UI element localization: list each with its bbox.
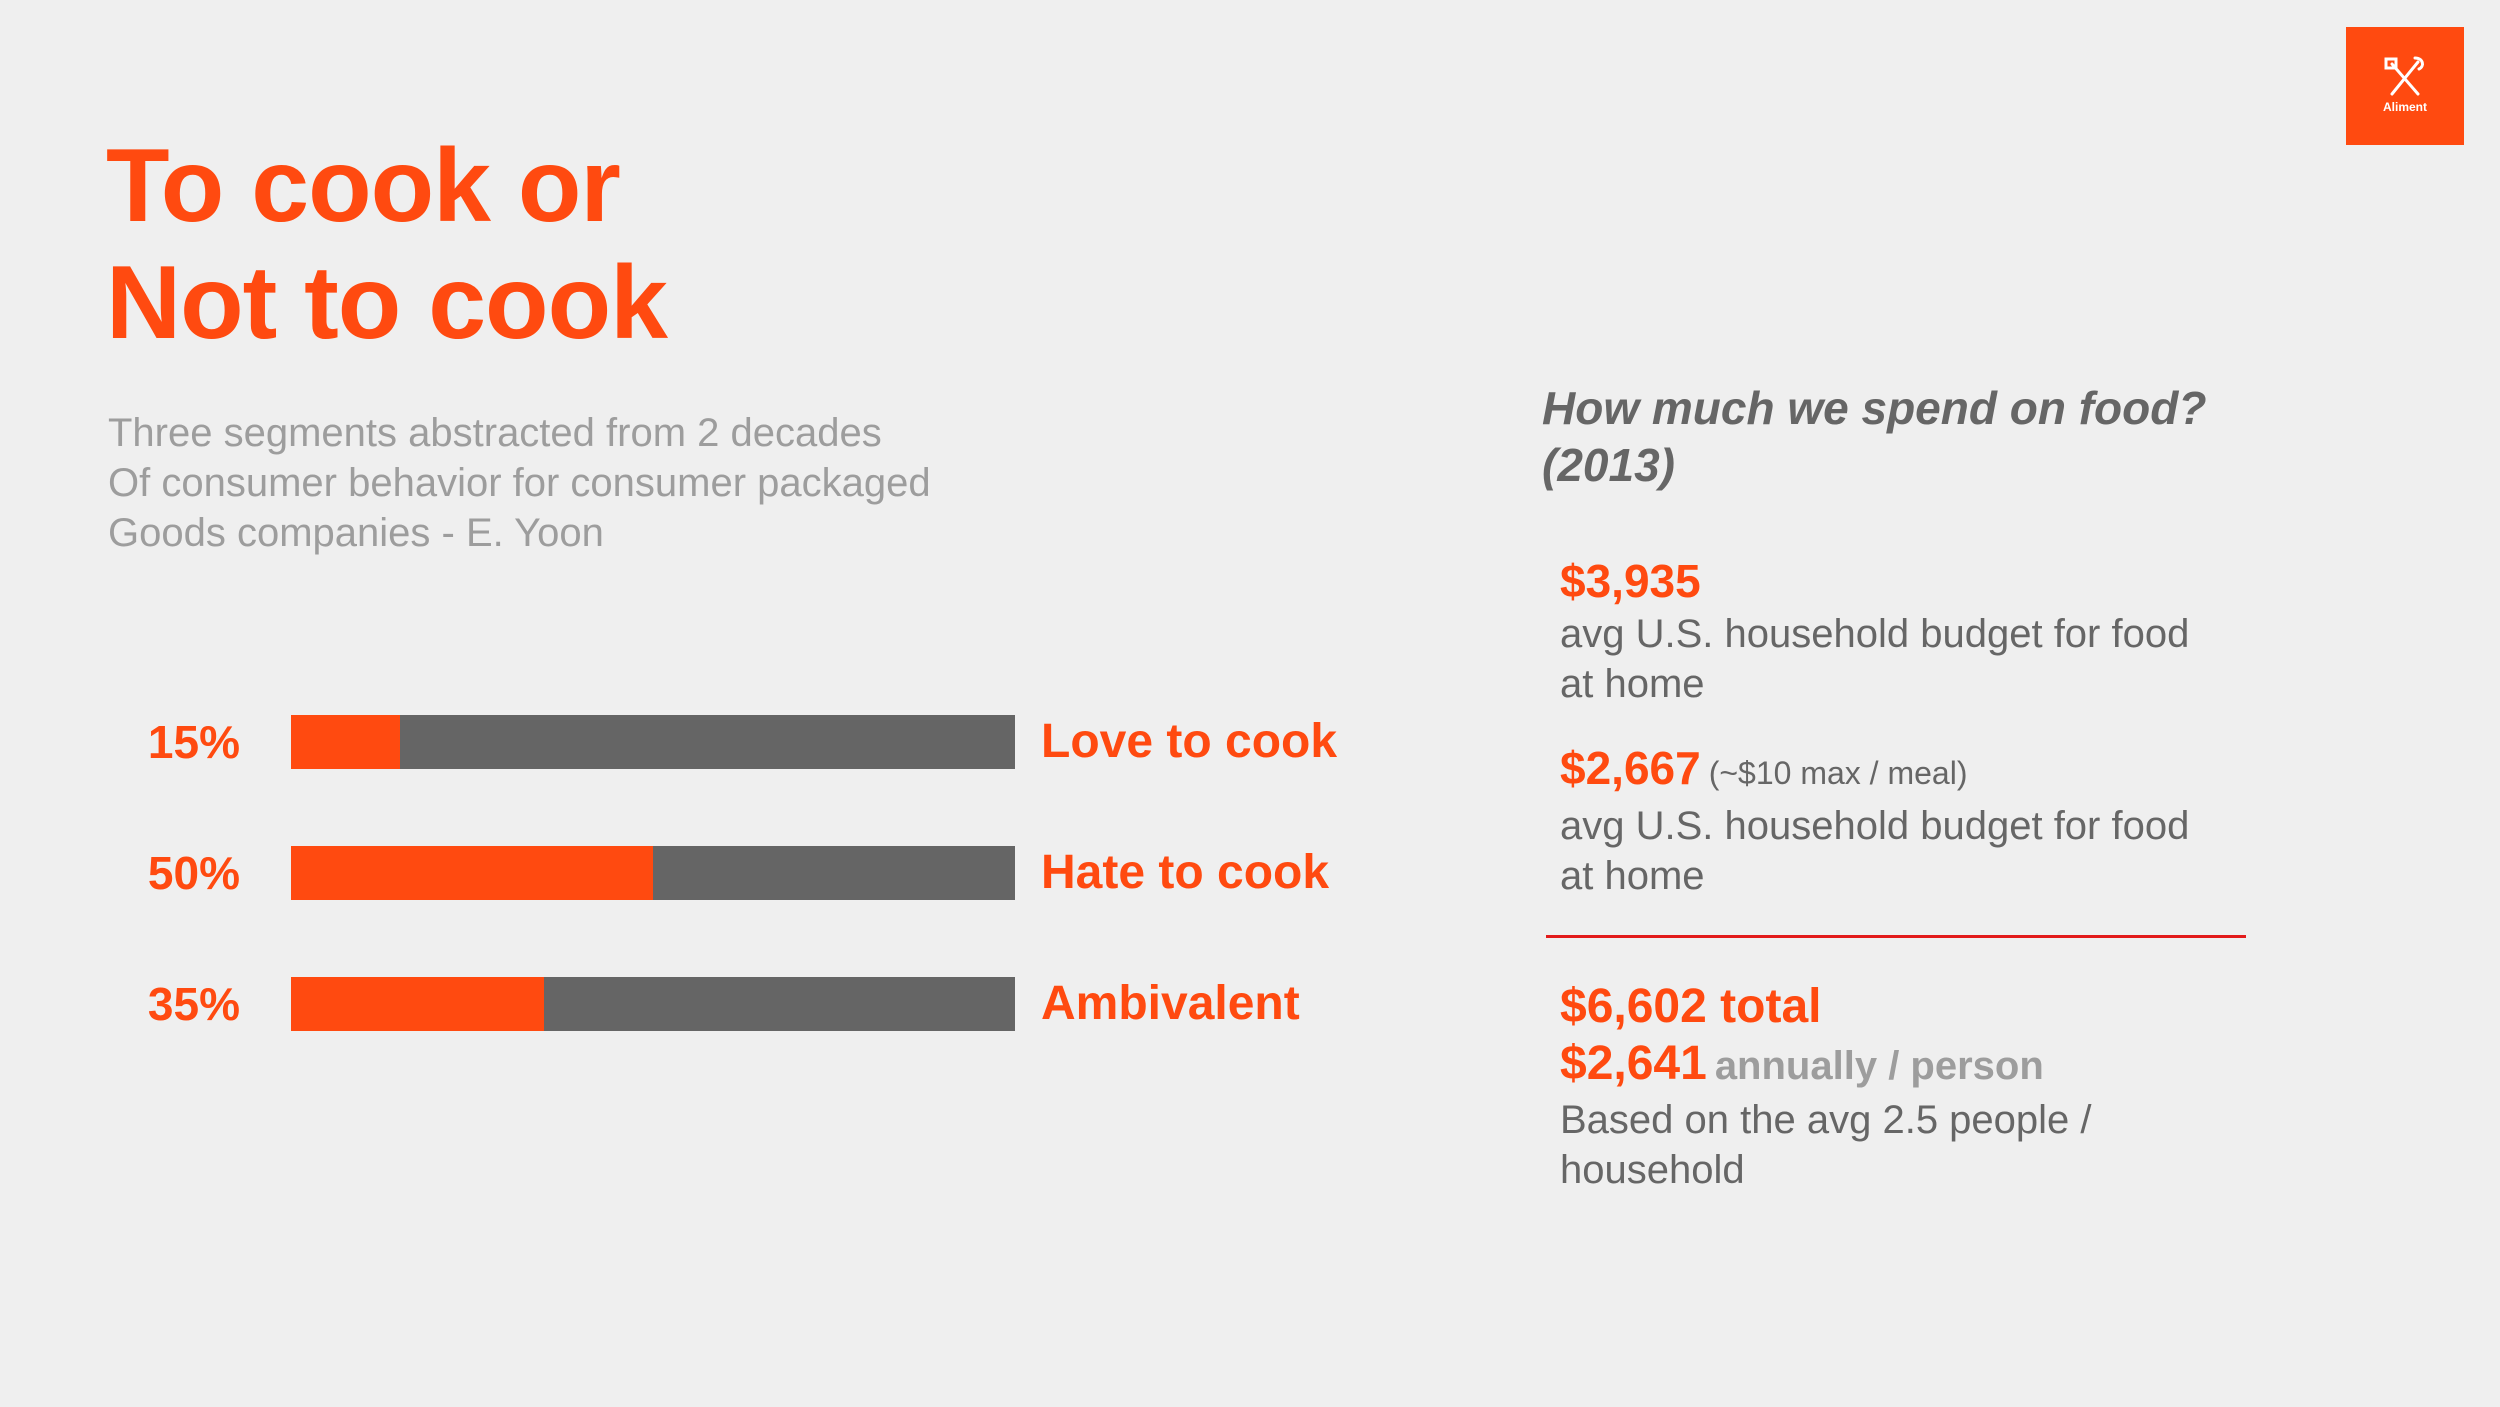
total-description-line-2: household bbox=[1560, 1148, 1745, 1192]
total-description-line-1: Based on the avg 2.5 people / bbox=[1560, 1098, 2092, 1142]
stat-note: (~$10 max / meal) bbox=[1708, 755, 1968, 791]
crossed-utensils-icon bbox=[2384, 56, 2424, 96]
bar-track bbox=[291, 846, 1015, 900]
stat-description: avg U.S. household budget for food at ho… bbox=[1560, 801, 2280, 901]
brand-logo: Aliment bbox=[2346, 27, 2464, 145]
chart-row-love: 15% Love to cook bbox=[120, 712, 1420, 769]
per-person-amount: $2,641 bbox=[1560, 1037, 1707, 1090]
stat-description-line-2: at home bbox=[1560, 854, 1705, 898]
subtitle-line-2: Of consumer behavior for consumer packag… bbox=[108, 461, 931, 505]
value-label: 35% bbox=[147, 978, 240, 1030]
slide-title-line-1: To cook or bbox=[106, 128, 621, 244]
stat-amount: $2,667 bbox=[1560, 742, 1701, 794]
spending-question-line-2: (2013) bbox=[1542, 439, 1675, 491]
bar bbox=[291, 846, 653, 900]
per-person-line: $2,641 annually / person bbox=[1560, 1035, 2300, 1095]
cooking-attitudes-chart: 15% Love to cook 50% Hate to cook 35% Am… bbox=[120, 712, 1420, 1042]
total-amount: $6,602 total bbox=[1560, 980, 1822, 1033]
food-spending-panel: How much we spend on food? (2013) $3,935… bbox=[1542, 380, 2282, 1192]
stat-description-line-1: avg U.S. household budget for food bbox=[1560, 612, 2190, 656]
bar-track bbox=[291, 977, 1015, 1031]
chart-row-hate: 50% Hate to cook bbox=[120, 843, 1420, 900]
category-label: Love to cook bbox=[1041, 715, 1338, 768]
chart-row-ambivalent: 35% Ambivalent bbox=[120, 974, 1420, 1031]
stat-value: $2,667 (~$10 max / meal) bbox=[1560, 742, 2280, 799]
stat-amount: $3,935 bbox=[1560, 555, 1701, 607]
subtitle-line-1: Three segments abstracted from 2 decades bbox=[108, 411, 882, 455]
slide-subtitle: Three segments abstracted from 2 decades… bbox=[108, 408, 1058, 558]
spending-question-line-1: How much we spend on food? bbox=[1542, 382, 2207, 434]
stat-food-away: $2,667 (~$10 max / meal) avg U.S. househo… bbox=[1560, 742, 2280, 901]
category-label: Hate to cook bbox=[1041, 846, 1330, 899]
slide-title-line-2: Not to cook bbox=[106, 245, 668, 361]
category-label: Ambivalent bbox=[1041, 977, 1300, 1030]
subtitle-line-3: Goods companies - E. Yoon bbox=[108, 511, 604, 555]
stat-description-line-1: avg U.S. household budget for food bbox=[1560, 804, 2190, 848]
spending-total: $6,602 total $2,641 annually / person Bas… bbox=[1560, 978, 2300, 1195]
stat-description-line-2: at home bbox=[1560, 662, 1705, 706]
stat-value: $3,935 bbox=[1560, 555, 2280, 607]
value-label: 50% bbox=[147, 847, 240, 899]
stat-description: avg U.S. household budget for food at ho… bbox=[1560, 609, 2280, 709]
value-label: 15% bbox=[147, 716, 240, 768]
divider bbox=[1546, 935, 2246, 938]
logo-text: Aliment bbox=[2382, 100, 2427, 114]
bar-track bbox=[291, 715, 1015, 769]
bar bbox=[291, 977, 544, 1031]
per-person-unit: annually / person bbox=[1714, 1044, 2044, 1088]
spending-question: How much we spend on food? (2013) bbox=[1542, 380, 2282, 494]
stat-food-at-home: $3,935 avg U.S. household budget for foo… bbox=[1560, 555, 2280, 709]
slide-title: To cook or Not to cook bbox=[106, 128, 668, 362]
bar bbox=[291, 715, 400, 769]
total-description: Based on the avg 2.5 people / household bbox=[1560, 1095, 2300, 1195]
